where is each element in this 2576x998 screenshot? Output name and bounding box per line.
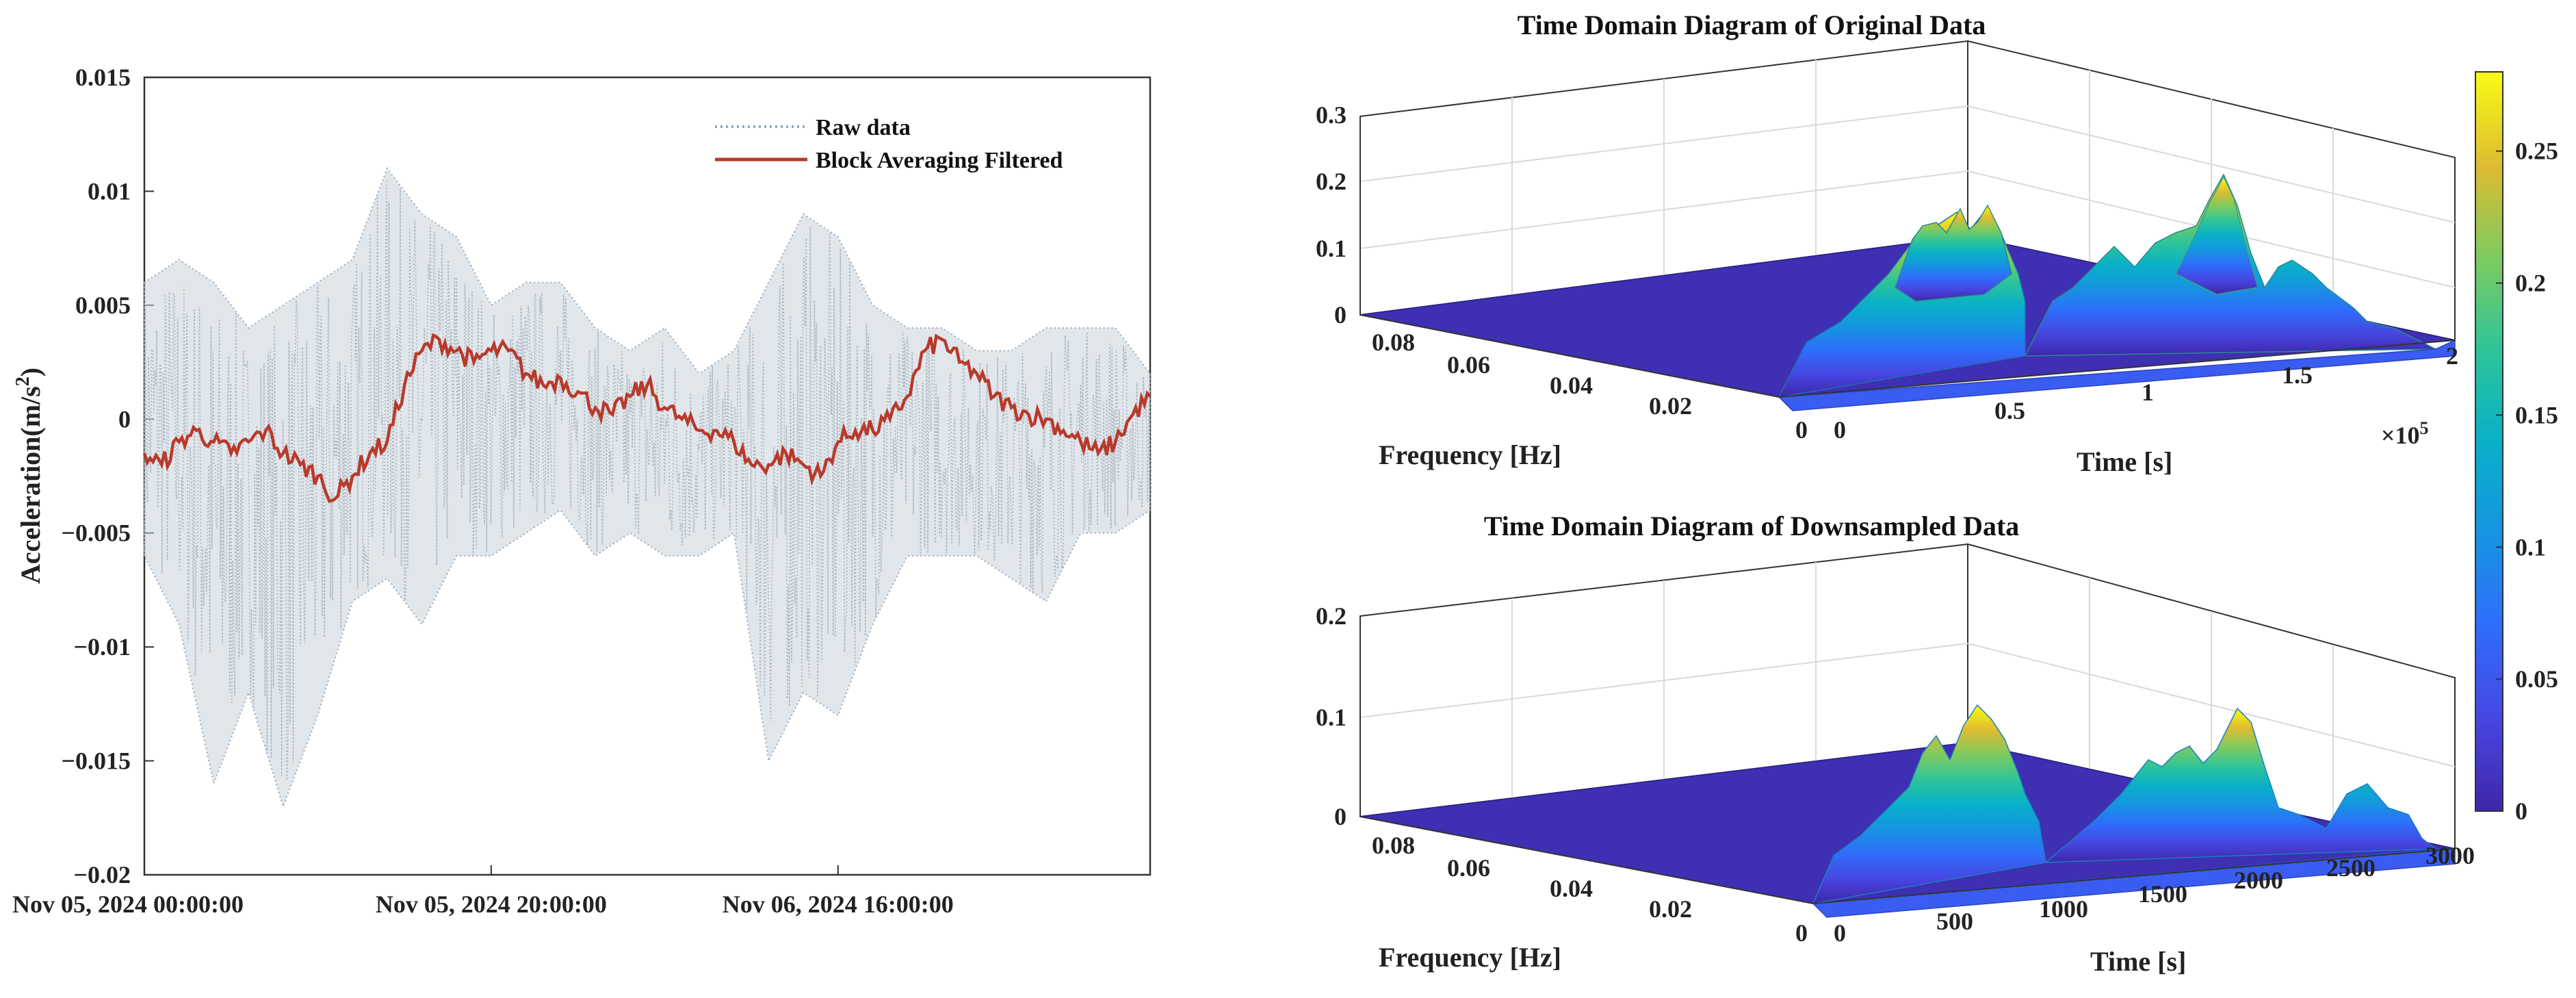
z-tick-label: 0.3 [1316,101,1346,129]
time-multiplier: ×105 [2381,418,2429,449]
surface-plot-downsampled: Time Domain Diagram of Downsampled Data … [1316,511,2475,977]
time-tick-label: 0 [1834,416,1846,444]
freq-tick-label: 0.02 [1649,895,1692,923]
surface-front-band [1778,339,2456,411]
z-tick-label: 0.2 [1316,168,1346,195]
colorbar-ticks: 0 0.05 0.1 0.15 0.2 0.25 [2496,138,2558,825]
x-tick-label: Nov 05, 2024 20:00:00 [376,891,607,918]
y-tick-label: 0.01 [88,177,131,205]
time-tick-label: 2 [2446,342,2458,370]
raw-data-envelope [144,167,1151,809]
x-tick-label: Nov 06, 2024 16:00:00 [723,891,954,918]
colorbar-tick-label: 0.15 [2515,401,2558,428]
time-axis-label: Time [s] [2090,946,2186,977]
x-tick-label: Nov 05, 2024 00:00:00 [12,891,244,918]
z-tick-label: 0.2 [1316,602,1346,630]
time-tick-label: 1.5 [2282,361,2313,389]
colorbar-tick-label: 0.25 [2515,138,2558,165]
time-tick-label: 1500 [2138,880,2187,908]
colorbar-gradient [2475,71,2503,812]
legend-filtered-label: Block Averaging Filtered [816,148,1063,173]
surface-plot-original: Time Domain Diagram of Original Data 0 0… [1316,10,2458,477]
legend: Raw data Block Averaging Filtered [715,115,1063,173]
y-axis-label-text: Acceleration(m/s [15,386,46,584]
surface-original-title: Time Domain Diagram of Original Data [1518,10,1986,40]
y-tick-label: 0 [118,405,131,433]
time-tick-label: 0 [1834,919,1846,947]
time-tick-label: 1000 [2039,895,2088,923]
freq-axis-label: Frequency [Hz] [1379,439,1561,470]
grid-lines [1359,562,2456,823]
y-ticks: 0.015 0.01 0.005 0 −0.005 −0.01 −0.015 −0.02 [61,64,154,888]
front-edge-left [1359,314,1780,398]
freq-tick-label: 0 [1795,919,1808,947]
z-tick-label: 0.1 [1316,235,1346,262]
freq-axis-label: Frequency [Hz] [1379,942,1561,973]
freq-tick-label: 0.06 [1447,854,1490,882]
freq-tick-label: 0.02 [1649,392,1692,420]
freq-tick-label: 0.06 [1447,351,1490,379]
time-tick-label: 3000 [2425,842,2475,869]
y-tick-label: −0.01 [73,633,131,661]
y-axis-label: Acceleration(m/s2) [12,368,46,584]
freq-tick-label: 0.08 [1372,329,1415,356]
colorbar: 0 0.05 0.1 0.15 0.2 0.25 [2475,71,2558,825]
z-tick-label: 0 [1334,803,1346,830]
time-tick-label: 1 [2142,379,2154,406]
y-axis-label-superscript: 2 [12,376,34,386]
y-tick-label: 0.015 [75,64,131,91]
surface-downsampled-title: Time Domain Diagram of Downsampled Data [1484,511,2020,541]
time-multiplier-exp: 5 [2420,418,2429,438]
time-tick-label: 0.5 [1994,397,2025,424]
freq-tick-label: 0.04 [1550,372,1593,399]
time-tick-label: 2500 [2326,854,2376,882]
front-edge-right [1812,848,2456,904]
freq-tick-label: 0.08 [1372,832,1415,859]
z-tick-label: 0 [1334,301,1346,329]
y-tick-label: 0.005 [75,292,131,319]
surface-ridge-2 [2044,707,2438,863]
colorbar-tick-label: 0.2 [2515,270,2546,297]
time-tick-label: 2000 [2234,867,2283,894]
front-edge-left [1359,816,1814,904]
freq-tick-label: 0.04 [1550,875,1593,902]
colorbar-tick-label: 0.1 [2515,533,2546,561]
filtered-series-line [142,333,1152,503]
y-tick-label: −0.015 [61,747,131,775]
surface-peak-2 [2174,175,2259,295]
surface-front-band [1812,848,2456,918]
y-tick-label: −0.005 [61,520,131,547]
grid-lines [1359,60,2456,322]
legend-raw-label: Raw data [816,115,911,140]
y-axis-label-close: ) [15,368,46,376]
y-tick-label: −0.02 [73,861,131,888]
time-axis-label: Time [s] [2077,446,2172,477]
x-ticks: Nov 05, 2024 00:00:00 Nov 05, 2024 20:00:… [12,865,954,918]
colorbar-tick-label: 0 [2515,797,2527,825]
time-tick-label: 500 [1936,908,1973,935]
time-multiplier-base: ×10 [2381,422,2420,449]
surface-peak-1 [1895,204,2012,302]
surface-ridge-1 [1812,704,2046,904]
z-tick-label: 0.1 [1316,704,1346,731]
line-chart: 0.015 0.01 0.005 0 −0.005 −0.01 −0.015 −0.02 No… [12,64,1152,918]
front-edge-right [1778,340,2456,398]
freq-tick-label: 0 [1795,416,1808,444]
colorbar-tick-label: 0.05 [2515,665,2558,693]
